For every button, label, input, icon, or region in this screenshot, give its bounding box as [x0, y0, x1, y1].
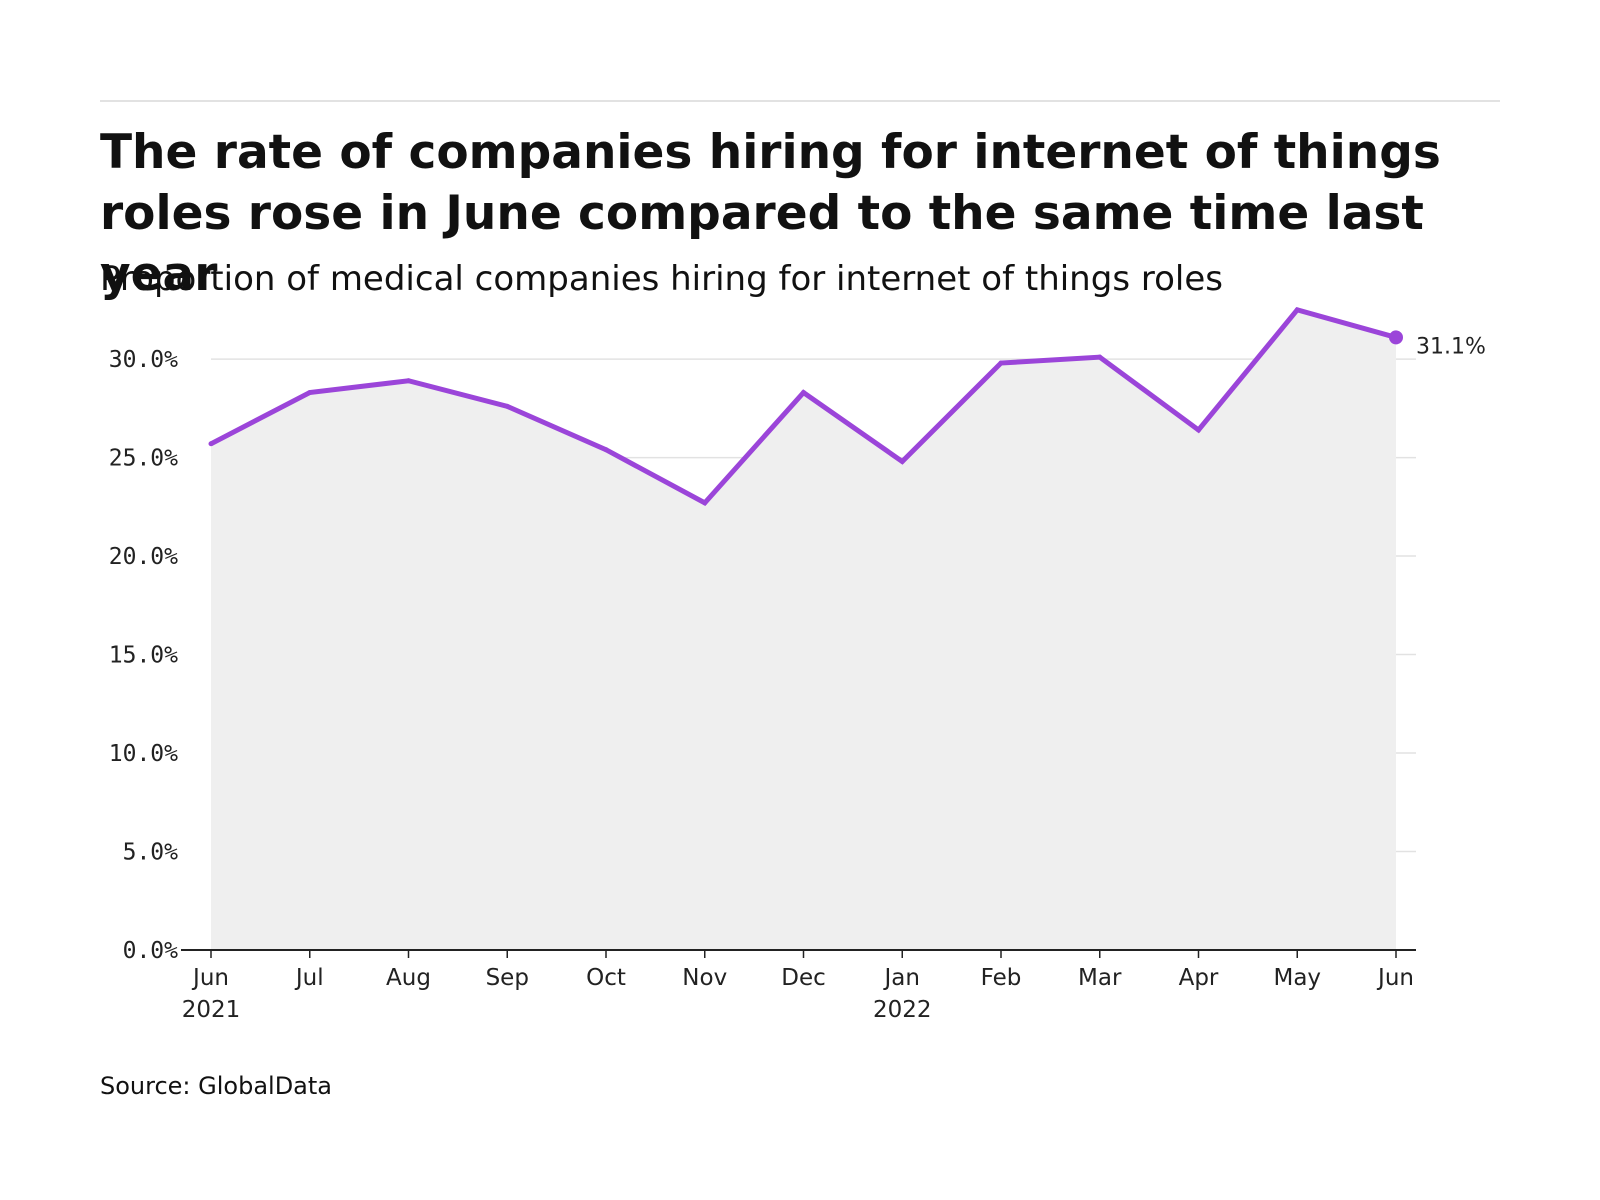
x-tick-label: Apr — [1179, 965, 1219, 991]
y-tick-label: 15.0% — [109, 643, 178, 669]
x-tick-label: May — [1273, 965, 1321, 991]
data-point — [1196, 427, 1201, 433]
area-fill — [211, 309, 1396, 950]
data-point — [899, 459, 905, 465]
end-point-marker — [1389, 330, 1403, 345]
data-point — [504, 403, 510, 409]
data-point — [307, 390, 313, 396]
x-tick-label: Jun — [1376, 965, 1414, 991]
x-tick-label: Mar — [1078, 965, 1122, 991]
y-tick-label: 20.0% — [109, 544, 178, 570]
data-point — [702, 500, 708, 506]
x-tick-label: Oct — [586, 965, 626, 991]
x-tick-label: Sep — [486, 965, 529, 991]
data-point — [1294, 307, 1300, 313]
end-value-label: 31.1% — [1416, 334, 1486, 359]
y-tick-label: 10.0% — [109, 741, 178, 767]
y-axis: 0.0% 5.0% 10.0% 15.0% 20.0% 25.0% 30.0% — [109, 347, 178, 964]
y-tick-label: 30.0% — [109, 347, 178, 373]
x-tick-label: Jun — [191, 965, 229, 991]
x-tick-label: Jan — [883, 965, 920, 991]
y-tick-label: 5.0% — [123, 840, 179, 866]
y-tick-label: 0.0% — [123, 938, 179, 964]
x-axis: Jun 2021 Jul Aug Sep Oct Nov Dec Jan 2022 Feb Mar Ap… — [182, 950, 1414, 1023]
data-point — [998, 360, 1004, 366]
data-point — [1097, 354, 1103, 360]
x-tick-label: Aug — [386, 965, 431, 991]
x-tick-label: Dec — [781, 965, 826, 991]
x-tick-year-label: 2021 — [182, 997, 241, 1023]
x-tick-label: Jul — [294, 965, 324, 991]
source-note: Source: GlobalData — [100, 1072, 333, 1100]
data-point — [603, 447, 609, 453]
data-point — [208, 441, 214, 447]
top-rule — [100, 100, 1500, 102]
chart-title: The rate of companies hiring for interne… — [100, 125, 1441, 302]
x-tick-label: Feb — [981, 965, 1022, 991]
chart-subtitle: Proportion of medical companies hiring f… — [100, 259, 1223, 299]
x-tick-label: Nov — [682, 965, 727, 991]
data-point — [801, 390, 806, 396]
y-tick-label: 25.0% — [109, 446, 178, 472]
data-point — [406, 378, 411, 384]
x-tick-year-label: 2022 — [873, 997, 932, 1023]
